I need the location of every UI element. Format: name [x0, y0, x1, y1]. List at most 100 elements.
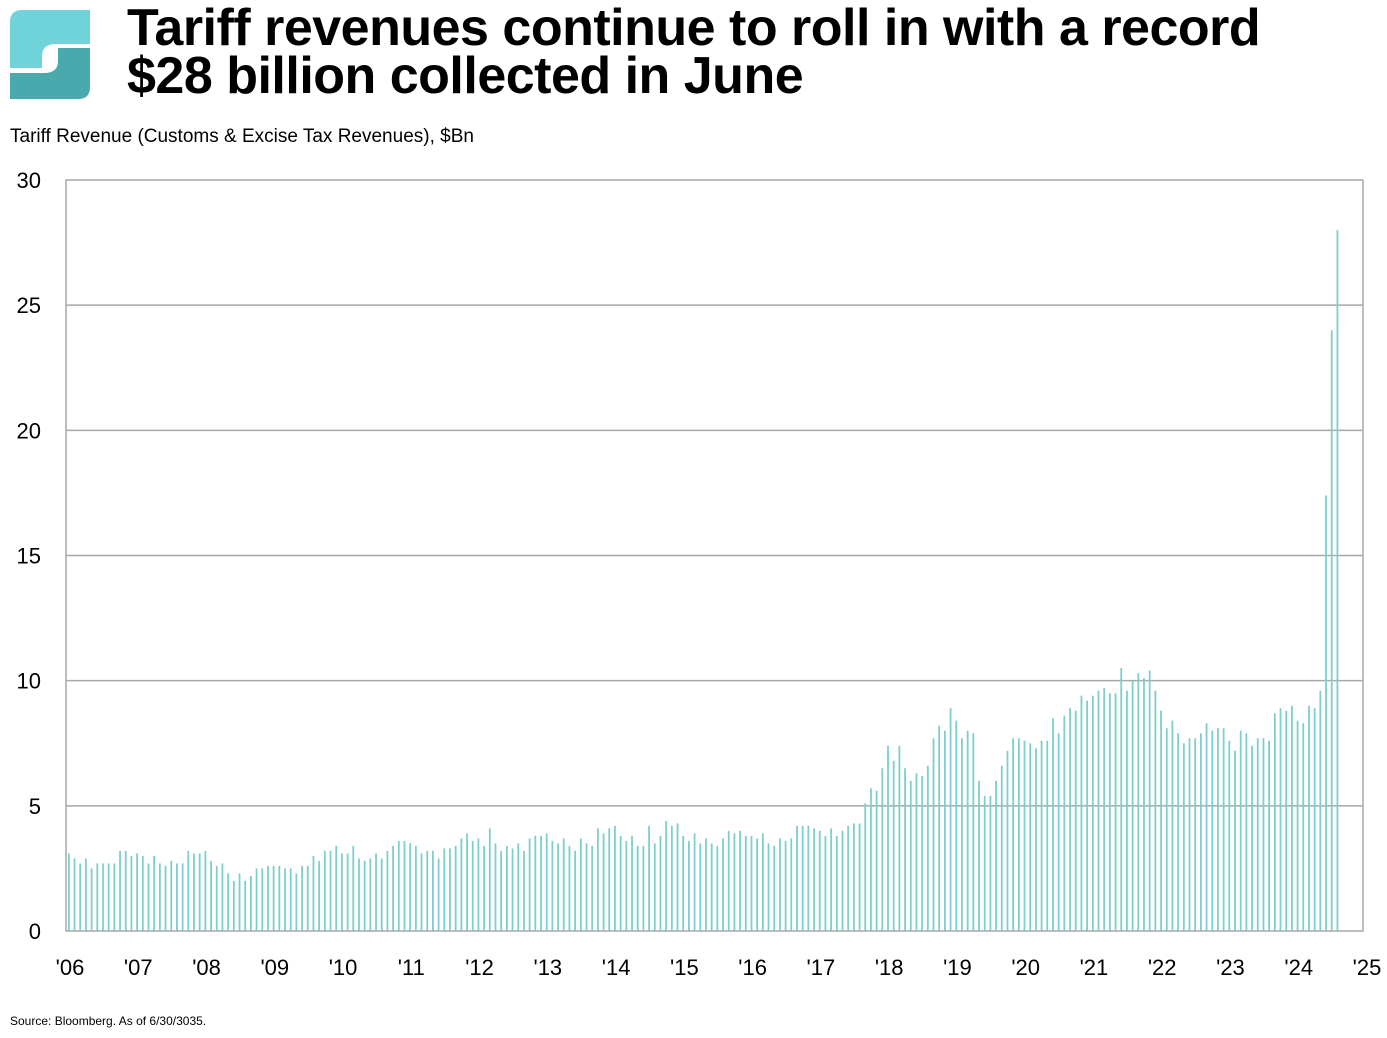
data-bar — [625, 840, 628, 931]
data-bar — [847, 825, 850, 931]
data-bar — [466, 833, 468, 931]
data-bar — [511, 848, 514, 931]
y-axis-label: Tariff Revenue (Customs & Excise Tax Rev… — [10, 126, 474, 147]
x-tick-label: '07 — [124, 955, 153, 980]
data-bar — [670, 825, 673, 931]
data-bar — [528, 838, 531, 931]
source-note: Source: Bloomberg. As of 6/30/3035. — [10, 1014, 207, 1028]
data-bar — [249, 875, 252, 931]
data-bar — [961, 738, 963, 931]
y-tick-label: 25 — [17, 293, 41, 318]
data-bar — [193, 853, 195, 931]
logo-shape-lower — [10, 48, 90, 99]
data-bar — [454, 845, 457, 931]
data-bar — [875, 790, 878, 931]
data-bar — [375, 853, 377, 931]
data-bar — [170, 860, 173, 931]
data-bar — [1080, 695, 1083, 931]
data-bar — [238, 873, 241, 931]
data-bar — [557, 843, 559, 931]
data-bar — [949, 708, 952, 931]
data-bar — [1222, 728, 1225, 931]
data-bar — [790, 838, 793, 931]
data-bar — [255, 868, 258, 931]
data-bar — [784, 840, 787, 931]
data-bar — [1148, 670, 1151, 931]
data-bar — [432, 850, 434, 931]
x-tick-label: '10 — [329, 955, 358, 980]
data-bar — [653, 843, 656, 931]
data-bar — [779, 838, 781, 931]
y-tick-label: 10 — [17, 669, 41, 694]
logo-shape — [10, 10, 90, 68]
data-bar — [1046, 740, 1049, 931]
data-bar — [147, 863, 150, 931]
data-bar — [642, 845, 645, 931]
x-tick-label: '18 — [875, 955, 904, 980]
data-bar — [1120, 668, 1123, 931]
data-bar — [107, 863, 110, 931]
data-bar — [278, 865, 281, 931]
data-bar — [1211, 730, 1214, 931]
data-bar — [1228, 740, 1231, 931]
data-bar — [693, 833, 696, 931]
data-bar — [198, 853, 201, 931]
data-bar — [1052, 718, 1054, 931]
data-bar — [1234, 750, 1236, 931]
plot-frame — [65, 179, 1364, 932]
data-bar — [96, 863, 99, 931]
data-bar — [1262, 738, 1265, 931]
data-bar — [938, 725, 941, 931]
data-bar — [1097, 690, 1100, 931]
data-bar — [705, 838, 707, 931]
data-bar — [1199, 733, 1202, 931]
y-tick-label: 15 — [17, 544, 41, 569]
data-bar — [329, 850, 332, 931]
data-bar — [153, 855, 156, 931]
data-bar — [801, 825, 804, 931]
data-bar — [892, 760, 895, 931]
data-bar — [858, 823, 861, 931]
data-bar — [551, 840, 554, 931]
data-bar — [79, 863, 82, 931]
data-bar — [1217, 728, 1219, 931]
data-bar — [141, 855, 144, 931]
data-bar — [568, 845, 571, 931]
data-bar — [187, 850, 190, 931]
data-bar — [756, 838, 759, 931]
data-bar — [1194, 738, 1197, 931]
data-bar — [295, 873, 298, 931]
data-bar — [1188, 738, 1191, 931]
data-bar — [904, 768, 906, 931]
data-bar — [699, 843, 702, 931]
data-bar — [1268, 740, 1271, 931]
data-bar — [1313, 708, 1316, 931]
data-bar — [204, 850, 207, 931]
data-bar — [380, 858, 383, 931]
data-bar — [312, 855, 315, 931]
data-bar — [1256, 738, 1259, 931]
data-bar — [1108, 693, 1111, 931]
data-bar — [1177, 733, 1180, 931]
data-bar — [124, 850, 127, 931]
data-bar — [648, 825, 650, 931]
data-bar — [323, 850, 326, 931]
data-bar — [596, 828, 599, 931]
data-bar — [540, 835, 542, 931]
data-bar — [1069, 708, 1071, 931]
data-bar — [978, 780, 980, 931]
data-bar — [460, 838, 463, 931]
data-bar — [995, 780, 997, 931]
chart-title-line-1: Tariff revenues continue to roll in with… — [127, 0, 1261, 57]
y-tick-label: 20 — [17, 418, 41, 443]
data-bar — [523, 850, 525, 931]
chart-title-line-2: $28 billion collected in June — [127, 47, 804, 105]
data-bar — [119, 850, 121, 931]
data-bar — [1126, 690, 1128, 931]
x-tick-label: '21 — [1080, 955, 1109, 980]
data-bar — [346, 853, 349, 931]
data-bar — [164, 865, 167, 931]
data-bar — [659, 835, 662, 931]
data-bar — [505, 845, 508, 931]
data-bar — [1057, 733, 1060, 931]
